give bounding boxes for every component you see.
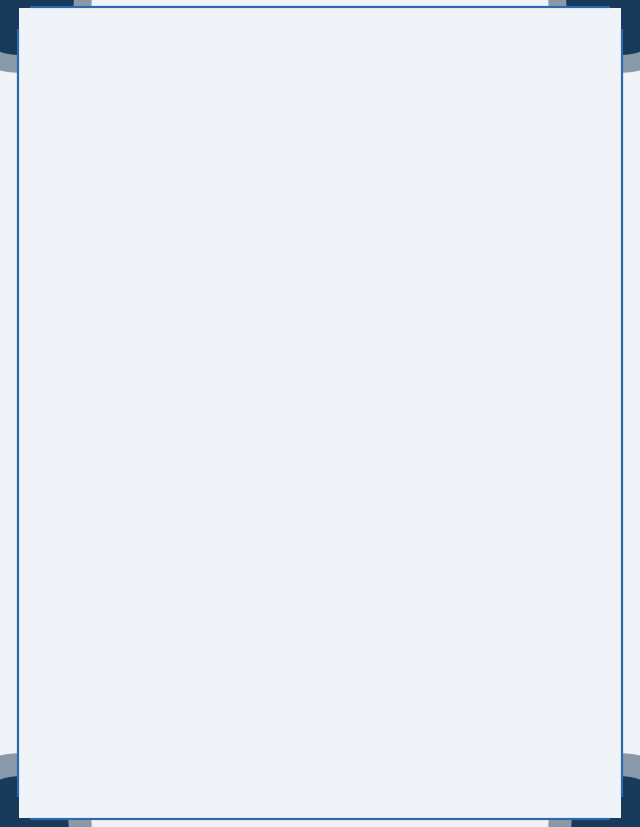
FancyBboxPatch shape: [218, 721, 225, 729]
FancyBboxPatch shape: [266, 79, 374, 144]
FancyBboxPatch shape: [207, 708, 260, 714]
FancyBboxPatch shape: [243, 735, 250, 743]
FancyBboxPatch shape: [243, 763, 250, 772]
Bar: [528, 351, 611, 492]
Circle shape: [0, 0, 73, 55]
Circle shape: [0, 777, 68, 827]
Polygon shape: [438, 125, 561, 144]
FancyBboxPatch shape: [323, 82, 340, 144]
FancyBboxPatch shape: [218, 763, 225, 772]
FancyBboxPatch shape: [243, 721, 250, 729]
Bar: [167, 351, 250, 492]
FancyBboxPatch shape: [346, 82, 363, 144]
Text: Government expenditure on the healthcare sector
is a crucial aspect of public po: Government expenditure on the healthcare…: [45, 517, 338, 628]
Circle shape: [567, 0, 640, 55]
FancyBboxPatch shape: [296, 82, 312, 144]
FancyBboxPatch shape: [243, 749, 250, 758]
Bar: [438, 351, 521, 492]
Text: Municipal Government: Municipal Government: [275, 719, 444, 731]
FancyBboxPatch shape: [218, 749, 225, 758]
Polygon shape: [254, 54, 386, 79]
FancyBboxPatch shape: [273, 82, 289, 144]
Text: $: $: [116, 91, 130, 110]
Circle shape: [572, 777, 640, 827]
Polygon shape: [104, 45, 129, 64]
Bar: [77, 280, 160, 492]
Polygon shape: [438, 59, 561, 78]
Y-axis label: Hospital / Health Program Count: Hospital / Health Program Count: [35, 267, 47, 481]
Circle shape: [0, 0, 73, 55]
Polygon shape: [438, 97, 561, 117]
Text: Distribution of Government
Spending on Public Health: Distribution of Government Spending on P…: [115, 177, 525, 237]
FancyBboxPatch shape: [230, 721, 237, 729]
Circle shape: [311, 65, 329, 79]
FancyBboxPatch shape: [255, 144, 385, 159]
FancyBboxPatch shape: [468, 61, 530, 72]
Bar: [257, 398, 340, 492]
Polygon shape: [438, 71, 561, 90]
Circle shape: [0, 754, 91, 827]
FancyBboxPatch shape: [218, 735, 225, 743]
FancyBboxPatch shape: [492, 51, 506, 81]
Text: In recent years, there has been an increasing
recognition of the importance of p: In recent years, there has been an incre…: [333, 517, 621, 628]
Polygon shape: [81, 107, 188, 143]
Circle shape: [549, 754, 640, 827]
FancyBboxPatch shape: [230, 749, 237, 758]
FancyBboxPatch shape: [104, 58, 137, 80]
Bar: [348, 304, 431, 492]
FancyBboxPatch shape: [214, 712, 254, 782]
Circle shape: [84, 67, 163, 134]
Circle shape: [0, 0, 91, 73]
FancyBboxPatch shape: [230, 735, 237, 743]
X-axis label: Monthly Expenditure (in U.S. dollars): Monthly Expenditure (in U.S. dollars): [199, 517, 489, 531]
Circle shape: [549, 0, 640, 73]
Circle shape: [567, 0, 640, 55]
FancyBboxPatch shape: [230, 763, 237, 772]
Polygon shape: [71, 126, 109, 157]
Polygon shape: [320, 41, 342, 51]
Text: of Sacremento Township: of Sacremento Township: [275, 752, 438, 764]
